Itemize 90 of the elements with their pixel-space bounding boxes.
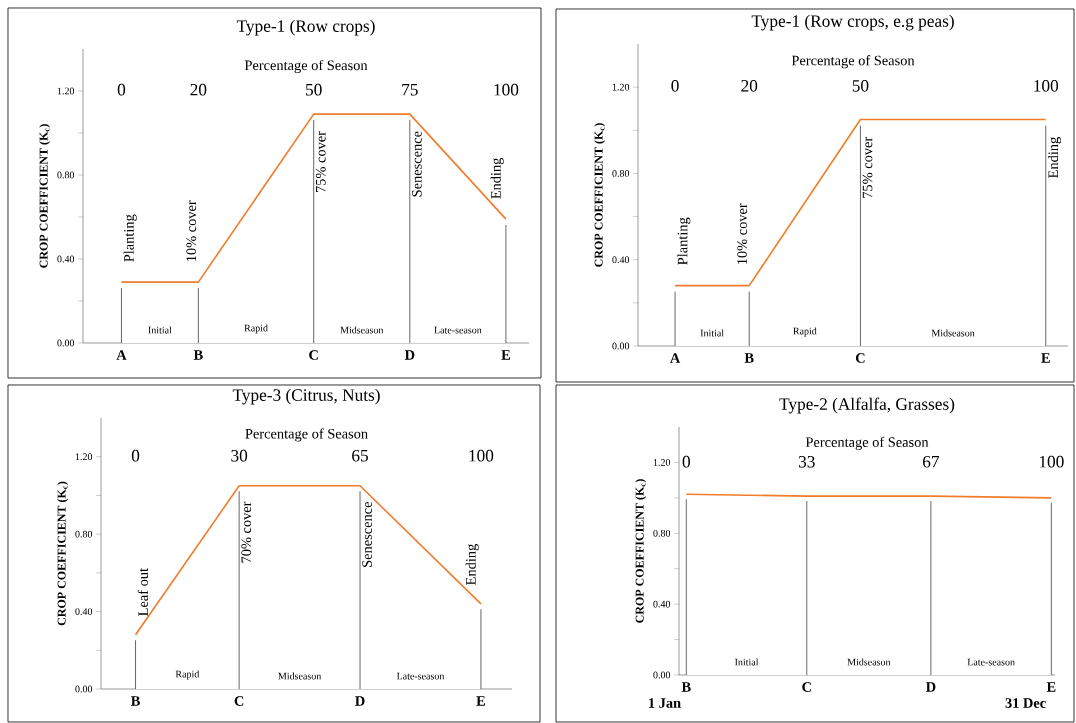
x-axis-title: Percentage of Season	[805, 436, 929, 450]
x-tick-label: 65	[352, 449, 368, 462]
x-tick-label: 100	[494, 83, 519, 96]
annotation: D	[925, 682, 936, 692]
x-tick-label: 67	[922, 455, 940, 468]
x-tick-label: 100	[1034, 79, 1059, 92]
band-label: Rapid	[244, 324, 268, 334]
ref-line-label: 70% cover	[241, 501, 252, 563]
y-tick-label: 0.00	[57, 339, 75, 347]
band-label: Midseason	[847, 658, 891, 666]
y-tick-label: 1.20	[612, 83, 630, 91]
band-label: Initial	[700, 329, 724, 337]
y-tick-label: 0.40	[612, 256, 630, 264]
y-tick-label: 0.80	[612, 170, 630, 177]
ref-line-label: 75% cover	[862, 136, 873, 198]
x-tick-label: 0	[682, 455, 690, 468]
ref-line-label: 10% cover	[186, 200, 197, 261]
chart-title: Type-1 (Row crops)	[236, 19, 375, 36]
y-tick-label: 0.80	[75, 530, 93, 538]
ref-line-label: 10% cover	[737, 203, 748, 264]
x-tick-label: 20	[190, 83, 207, 96]
x-axis-title: Percentage of Season	[244, 59, 368, 74]
annotation: B	[681, 682, 691, 692]
x-tick-label: 0	[131, 449, 140, 462]
band-label: Rapid	[793, 327, 817, 337]
annotation: B	[744, 353, 754, 363]
y-tick-label: 1.20	[57, 87, 75, 95]
band-label: Midseason	[278, 672, 322, 680]
band-label: Midseason	[340, 326, 384, 334]
ref-line-label: Leaf out	[137, 568, 149, 616]
chart-title: Type-3 (Citrus, Nuts)	[232, 388, 380, 405]
ref-line-label: Ending	[1047, 137, 1062, 178]
x-tick-label: 30	[231, 449, 248, 462]
x-tick-label: 50	[852, 79, 869, 92]
annotation: A	[116, 350, 127, 360]
y-axis-title: CROP COEFFICIENT (K$_{c}$)	[57, 481, 69, 626]
ref-line-label: Senescence	[362, 501, 372, 567]
chart-title: Type-2 (Alfalfa, Grasses)	[779, 397, 955, 414]
band-label: Late-season	[967, 658, 1015, 666]
x-tick-label: 100	[469, 449, 494, 462]
annotation: B	[130, 696, 140, 706]
annotation: 31 Dec	[1005, 698, 1046, 708]
y-tick-label: 0.80	[57, 171, 75, 179]
annotation: C	[802, 682, 811, 692]
ref-line-label: Ending	[490, 157, 504, 199]
ref-line-label: Ending	[465, 544, 479, 585]
y-tick-label: 1.20	[653, 459, 671, 466]
chart-title: Type-1 (Row crops, e.g peas)	[751, 14, 954, 31]
annotation: E	[1046, 682, 1056, 692]
annotation: E	[1041, 353, 1050, 363]
band-label: Midseason	[931, 329, 975, 337]
x-tick-label: 100	[1039, 455, 1064, 468]
y-axis-title: CROP COEFFICIENT (K$_{c}$)	[635, 479, 647, 623]
band-label: Late-season	[434, 326, 482, 334]
band-label: Late-season	[396, 672, 445, 680]
ref-line-label: Planting	[123, 214, 137, 262]
y-tick-label: 0.00	[653, 671, 671, 679]
x-tick-label: 75	[402, 84, 418, 96]
annotation: C	[234, 696, 244, 706]
y-tick-label: 0.40	[57, 255, 75, 263]
y-tick-label: 0.00	[612, 342, 630, 350]
ref-line-label: 75% cover	[315, 131, 326, 193]
x-tick-label: 0	[671, 79, 679, 92]
x-axis-title: Percentage of Season	[245, 428, 368, 442]
annotation: C	[855, 353, 865, 363]
x-tick-label: 0	[117, 83, 126, 96]
y-tick-label: 0.40	[653, 600, 671, 608]
y-tick-label: 0.00	[75, 685, 93, 693]
y-tick-label: 0.80	[653, 529, 671, 537]
ref-line-label: Planting	[677, 217, 691, 265]
annotation: 1 Jan	[649, 698, 681, 708]
annotation: E	[476, 696, 485, 706]
ref-line-label: Senescence	[412, 131, 422, 197]
annotation: A	[670, 353, 681, 363]
y-axis-title: CROP COEFFICIENT (K$_{c}$)	[594, 123, 606, 267]
band-label: Initial	[148, 326, 172, 334]
annotation: D	[355, 696, 365, 706]
y-axis-title: CROP COEFFICIENT (K$_{c}$)	[39, 124, 51, 268]
x-axis-title: Percentage of Season	[791, 55, 915, 69]
annotation: D	[404, 350, 415, 360]
band-label: Initial	[734, 658, 759, 666]
x-tick-label: 50	[306, 83, 322, 96]
annotation: E	[501, 350, 510, 360]
annotation: B	[193, 350, 203, 360]
annotation: C	[309, 350, 318, 360]
band-label: Rapid	[175, 670, 200, 680]
y-tick-label: 1.20	[75, 453, 93, 461]
y-tick-label: 0.40	[75, 608, 93, 615]
x-tick-label: 33	[798, 455, 815, 468]
x-tick-label: 20	[741, 79, 758, 92]
